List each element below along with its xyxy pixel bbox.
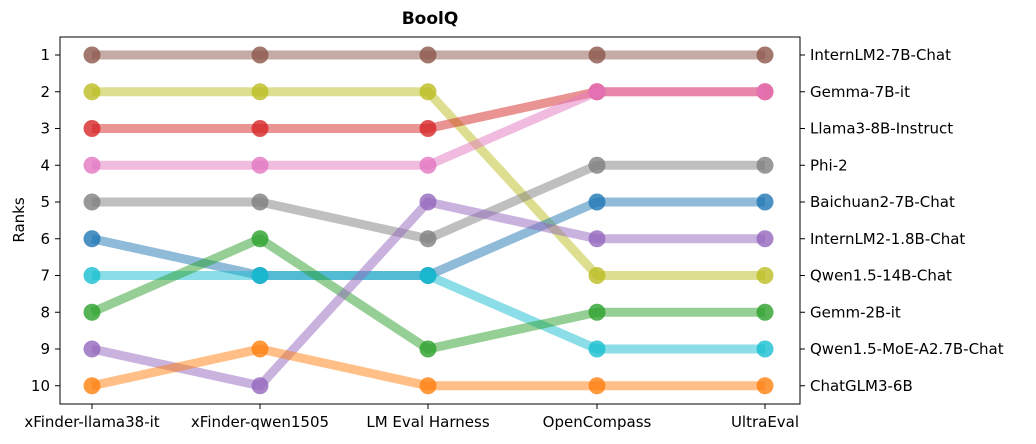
right-tick-label: Gemm-2B-it — [810, 303, 901, 321]
x-tick-label: UltraEval — [731, 413, 799, 431]
plot-frame — [59, 36, 801, 405]
series-point — [251, 120, 269, 137]
series-point — [83, 377, 101, 395]
series-1 — [83, 83, 774, 284]
series-point — [756, 193, 774, 211]
chart-title: BoolQ — [402, 9, 459, 29]
series-6 — [83, 267, 774, 358]
series-point — [251, 377, 269, 395]
series-point — [251, 83, 269, 101]
series-9 — [83, 340, 774, 395]
series-point — [419, 377, 437, 395]
series-point — [83, 156, 101, 174]
series-point — [588, 377, 606, 395]
series-point — [419, 267, 437, 284]
series-point — [83, 46, 101, 64]
y-tick-label: 6 — [40, 230, 50, 248]
series-3 — [83, 83, 774, 174]
series-point — [83, 193, 101, 211]
series-0 — [83, 46, 774, 64]
series-layer — [83, 46, 774, 395]
x-tick-label: LM Eval Harness — [366, 413, 489, 431]
series-point — [419, 156, 437, 174]
series-point — [419, 193, 437, 211]
series-line — [91, 197, 765, 391]
series-point — [756, 46, 774, 64]
series-point — [756, 267, 774, 284]
y-tick-label: 8 — [40, 303, 50, 321]
series-point — [83, 230, 101, 248]
series-point — [83, 340, 101, 358]
series-point — [756, 377, 774, 395]
series-point — [756, 230, 774, 248]
y-tick-label: 3 — [40, 120, 50, 138]
series-point — [756, 156, 774, 174]
series-8 — [83, 193, 774, 395]
series-point — [83, 120, 101, 137]
series-point — [588, 230, 606, 248]
series-point — [419, 230, 437, 248]
series-point — [251, 193, 269, 211]
series-point — [419, 46, 437, 64]
right-tick-label: InternLM2-1.8B-Chat — [810, 230, 965, 248]
series-point — [419, 120, 437, 137]
y-tick-label: 4 — [40, 156, 50, 174]
series-point — [588, 340, 606, 358]
series-point — [588, 193, 606, 211]
series-line — [90, 234, 765, 354]
series-point — [756, 303, 774, 321]
right-tick-label: Baichuan2-7B-Chat — [810, 193, 955, 211]
right-tick-label: Qwen1.5-MoE-A2.7B-Chat — [810, 340, 1004, 358]
series-point — [251, 46, 269, 64]
series-4 — [83, 156, 774, 248]
series-point — [756, 340, 774, 358]
series-point — [419, 340, 437, 358]
series-line — [92, 87, 765, 280]
right-tick-label: Gemma-7B-it — [810, 83, 910, 101]
series-point — [588, 303, 606, 321]
x-tick-label: xFinder-qwen1505 — [191, 413, 329, 431]
x-tick-label: OpenCompass — [543, 413, 652, 431]
series-point — [83, 83, 101, 101]
y-tick-label: 10 — [31, 377, 50, 395]
y-axis-label: Ranks — [10, 197, 28, 242]
right-tick-label: ChatGLM3-6B — [810, 377, 913, 395]
series-point — [588, 46, 606, 64]
series-point — [251, 156, 269, 174]
right-tick-label: Llama3-8B-Instruct — [810, 120, 953, 138]
y-tick-label: 5 — [40, 193, 50, 211]
series-point — [251, 340, 269, 358]
right-tick-label: Phi-2 — [810, 156, 848, 174]
series-point — [756, 83, 774, 101]
right-tick-label: InternLM2-7B-Chat — [810, 46, 951, 64]
series-point — [419, 83, 437, 101]
series-point — [83, 303, 101, 321]
series-7 — [83, 230, 774, 358]
y-tick-label: 2 — [40, 83, 50, 101]
series-point — [251, 230, 269, 248]
series-point — [588, 267, 606, 284]
right-tick-label: Qwen1.5-14B-Chat — [810, 267, 952, 285]
x-tick-label: xFinder-llama38-it — [24, 413, 159, 431]
y-tick-label: 1 — [40, 46, 50, 64]
axes-layer: 1 2 3 4 5 6 7 8 9 10 InternLM2-7B-Chat Gemma-7B-it L… — [24, 46, 1003, 431]
series-point — [83, 267, 101, 284]
y-tick-label: 7 — [40, 267, 50, 285]
series-point — [588, 83, 606, 101]
series-point — [588, 156, 606, 174]
series-point — [251, 267, 269, 284]
y-tick-label: 9 — [40, 340, 50, 358]
